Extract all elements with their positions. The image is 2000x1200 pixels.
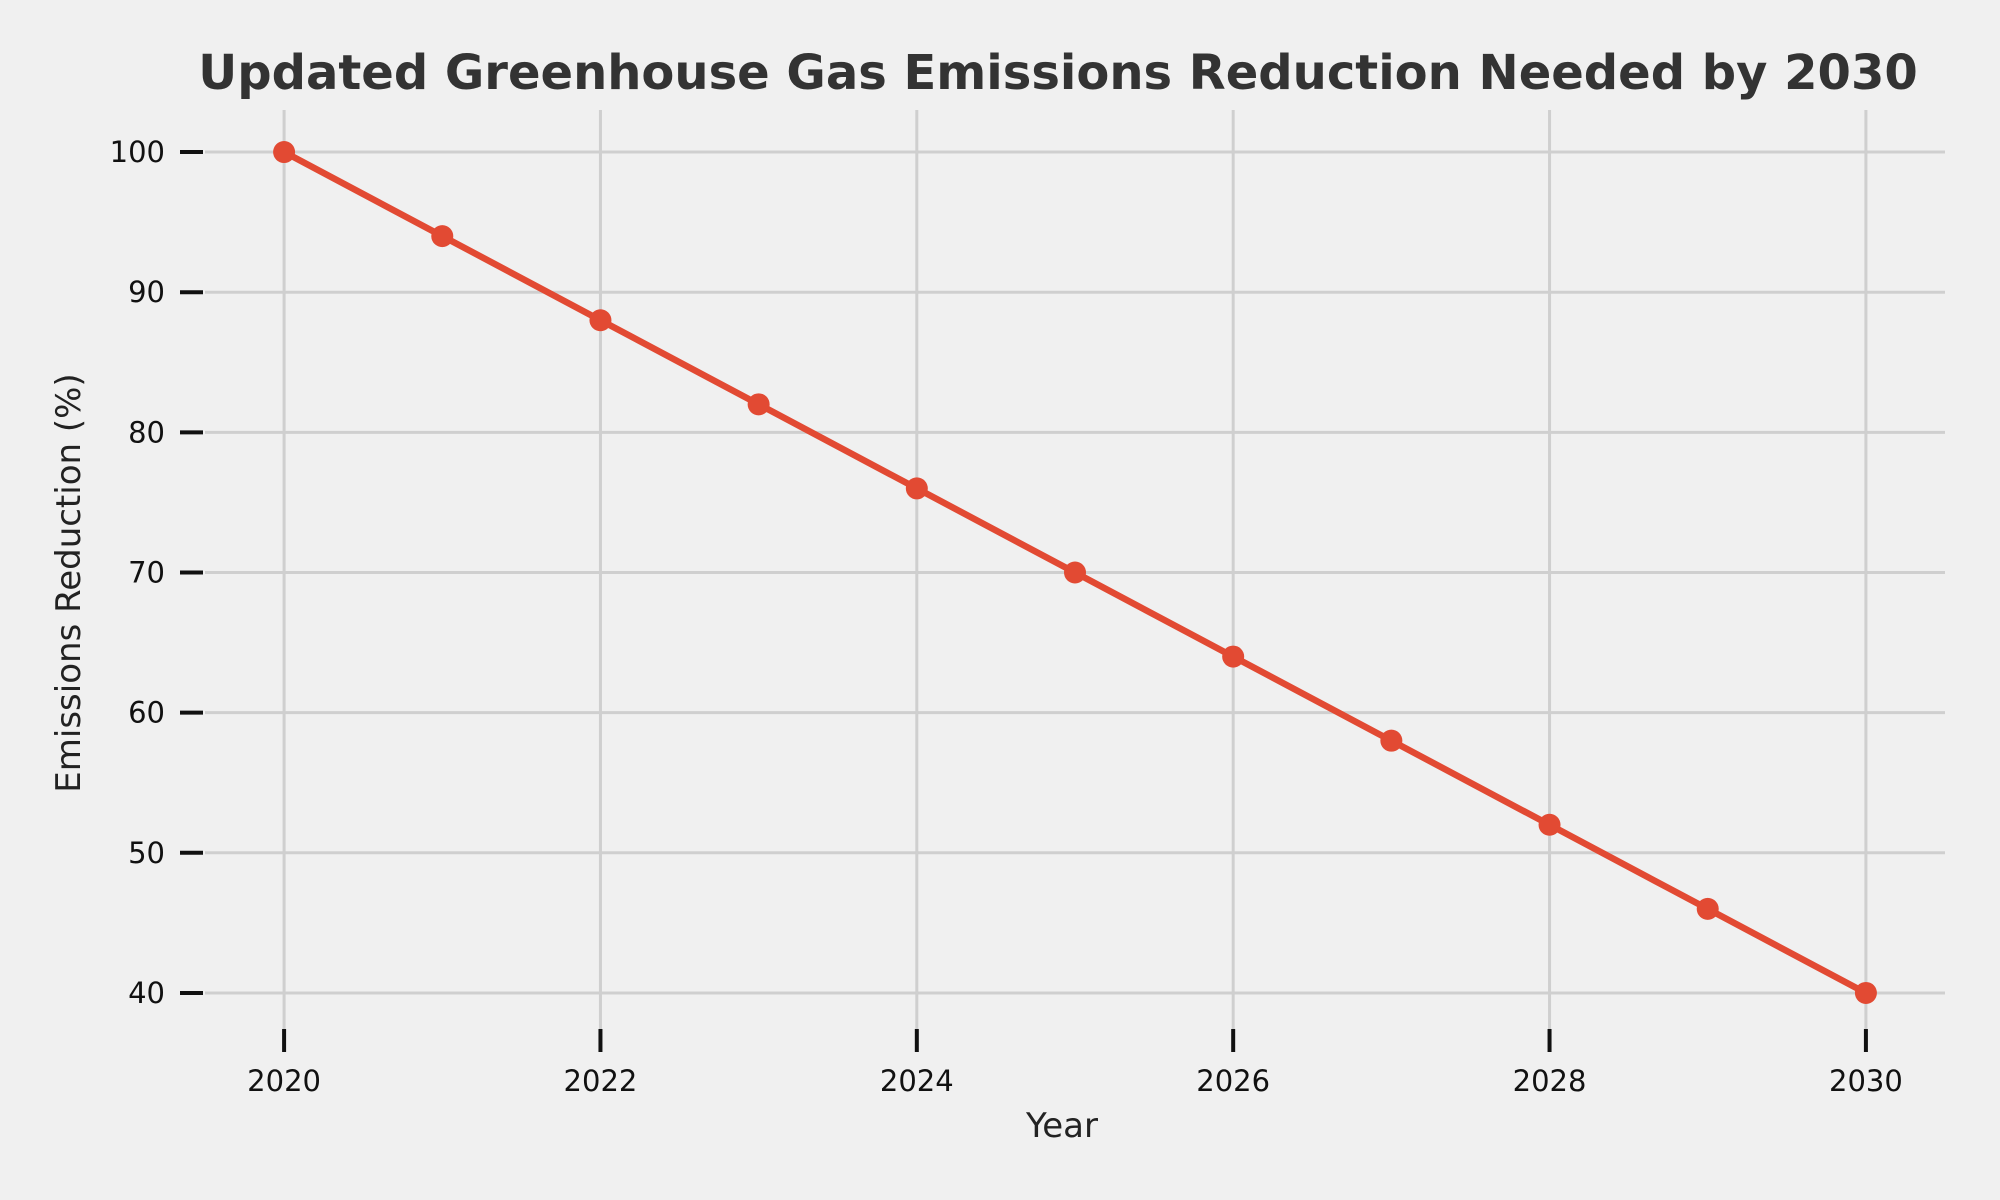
y-axis-label: Emissions Reduction (%) — [49, 373, 89, 792]
x-axis-label: Year — [1025, 1106, 1098, 1146]
series — [273, 141, 1877, 1004]
y-tick-label: 40 — [128, 976, 165, 1010]
x-tick-label: 2024 — [880, 1064, 954, 1098]
data-point — [1854, 981, 1877, 1004]
data-point — [1064, 561, 1086, 584]
data-point — [1696, 897, 1719, 920]
y-tick-label: 90 — [128, 275, 165, 309]
x-tick-label: 2030 — [1829, 1064, 1903, 1098]
x-tick-label: 2028 — [1513, 1064, 1587, 1098]
y-tick-label: 50 — [128, 836, 165, 870]
axis-ticks: 40 50 60 70 80 90 100 2020 2022 2024 2026 2028 2030 — [110, 135, 1903, 1098]
data-point — [589, 309, 612, 332]
x-tick-label: 2026 — [1196, 1064, 1270, 1098]
data-point — [747, 393, 770, 416]
data-point — [1538, 813, 1561, 836]
y-tick-label: 80 — [128, 415, 165, 449]
data-point — [1222, 645, 1245, 668]
y-tick-label: 60 — [128, 696, 165, 730]
chart-title: Updated Greenhouse Gas Emissions Reducti… — [198, 45, 1918, 101]
data-point — [1380, 729, 1403, 752]
y-tick-label: 70 — [128, 556, 165, 590]
grid — [205, 110, 1945, 1035]
x-tick-label: 2022 — [564, 1064, 638, 1098]
data-point — [273, 141, 296, 164]
data-point — [431, 225, 454, 248]
x-tick-label: 2020 — [247, 1064, 321, 1098]
data-point — [905, 477, 928, 500]
y-tick-label: 100 — [110, 135, 165, 169]
